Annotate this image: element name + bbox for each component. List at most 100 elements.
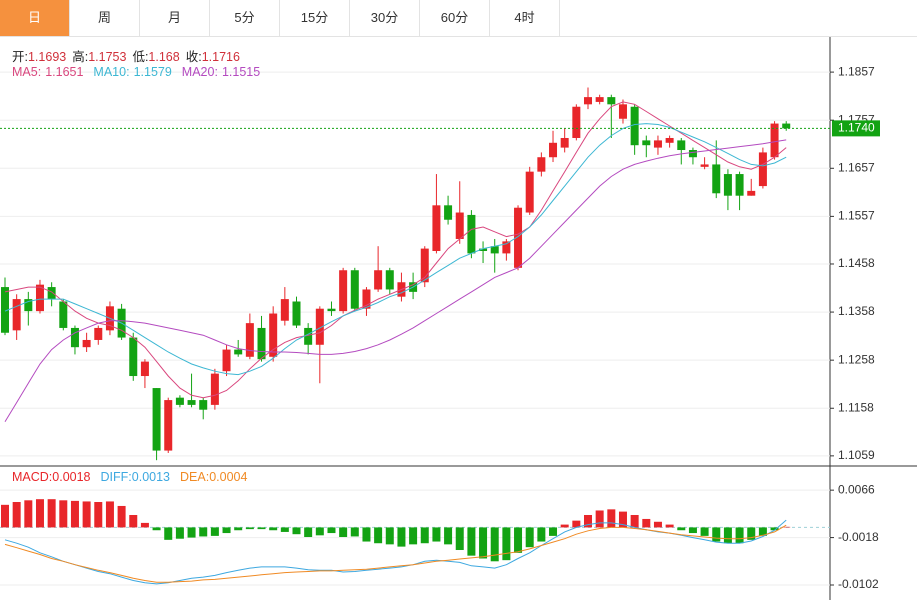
candle-body bbox=[12, 299, 21, 331]
candle-body bbox=[385, 270, 394, 290]
candle-body bbox=[199, 400, 208, 410]
candle-body bbox=[175, 397, 184, 405]
macd-bar bbox=[327, 527, 336, 534]
legend-label: DEA: bbox=[180, 470, 210, 484]
candle-body bbox=[59, 301, 68, 328]
candle-body bbox=[82, 339, 91, 348]
macd-legend: MACD:0.0018 DIFF:0.0013 DEA:0.0004 bbox=[12, 470, 257, 484]
candle-body bbox=[129, 337, 138, 377]
period-tab[interactable]: 60分 bbox=[420, 0, 490, 36]
macd-bar bbox=[665, 524, 674, 528]
candle-body bbox=[304, 327, 313, 345]
legend-label: MA10: bbox=[93, 65, 130, 79]
macd-bar bbox=[572, 520, 581, 528]
period-tab[interactable]: 15分 bbox=[280, 0, 350, 36]
macd-bar bbox=[105, 501, 114, 528]
macd-bar bbox=[257, 527, 266, 530]
candle-body bbox=[327, 308, 336, 312]
macd-bar bbox=[514, 527, 523, 553]
macd-bar bbox=[315, 527, 324, 536]
macd-bar bbox=[549, 527, 558, 536]
period-tab[interactable]: 日 bbox=[0, 0, 70, 36]
macd-bar bbox=[502, 527, 511, 561]
y-tick-label: 1.1059 bbox=[838, 448, 875, 462]
period-tab[interactable]: 5分 bbox=[210, 0, 280, 36]
period-tab[interactable]: 周 bbox=[70, 0, 140, 36]
ma-line bbox=[4, 123, 787, 376]
macd-bar bbox=[269, 527, 278, 531]
period-tab[interactable]: 月 bbox=[140, 0, 210, 36]
macd-bar bbox=[618, 511, 627, 528]
candle-body bbox=[164, 400, 173, 451]
macd-bar bbox=[304, 527, 313, 538]
legend-value: 1.1651 bbox=[45, 65, 84, 79]
candle-body bbox=[374, 270, 383, 290]
macd-bar bbox=[374, 527, 383, 544]
candle-body bbox=[747, 190, 756, 196]
candle-body bbox=[630, 106, 639, 146]
macd-bar bbox=[152, 527, 161, 531]
macd-bar bbox=[770, 527, 779, 531]
macd-bar bbox=[47, 499, 56, 528]
macd-bar bbox=[129, 514, 138, 528]
candle-body bbox=[467, 214, 476, 254]
candle-body bbox=[735, 174, 744, 196]
macd-bar bbox=[409, 527, 418, 545]
ma-legend: MA5: 1.1651 MA10: 1.1579 MA20: 1.1515 bbox=[12, 65, 270, 79]
quote-label: 收: bbox=[185, 50, 202, 64]
macd-bar bbox=[117, 505, 126, 528]
macd-bar bbox=[700, 527, 709, 536]
legend-value: 0.0004 bbox=[209, 470, 248, 484]
legend-value: 1.1515 bbox=[221, 65, 261, 79]
candle-body bbox=[280, 299, 289, 321]
period-tab[interactable]: 30分 bbox=[350, 0, 420, 36]
macd-line bbox=[4, 524, 787, 583]
y-tick-label: -0.0018 bbox=[838, 530, 879, 544]
macd-bar bbox=[537, 527, 546, 542]
macd-bar bbox=[479, 527, 488, 559]
candle-body bbox=[245, 323, 254, 357]
candle-body bbox=[607, 97, 616, 105]
candle-body bbox=[444, 205, 453, 220]
candle-body bbox=[782, 123, 791, 129]
candle-body bbox=[362, 289, 371, 309]
candle-body bbox=[70, 327, 79, 348]
macd-bar bbox=[280, 527, 289, 532]
macd-bar bbox=[723, 527, 732, 544]
macd-bar bbox=[653, 521, 662, 528]
candle-body bbox=[24, 299, 33, 312]
candle-body bbox=[665, 137, 674, 143]
legend-label: MA20: bbox=[181, 65, 218, 79]
macd-bar bbox=[199, 527, 208, 537]
macd-bar bbox=[222, 527, 231, 534]
legend-label: MACD: bbox=[12, 470, 53, 484]
legend-value: 0.0013 bbox=[131, 470, 170, 484]
quote-value: 1.168 bbox=[148, 50, 180, 64]
y-tick-label: 1.1857 bbox=[838, 64, 875, 78]
macd-bar bbox=[94, 502, 103, 528]
candle-body bbox=[292, 301, 301, 326]
macd-bar bbox=[292, 527, 301, 535]
last-price-label: 1.1740 bbox=[838, 121, 875, 135]
y-tick-label: -0.0102 bbox=[838, 577, 879, 591]
candle-body bbox=[549, 142, 558, 158]
macd-bar bbox=[455, 527, 464, 551]
y-tick-label: 1.1657 bbox=[838, 160, 875, 174]
quote-label: 高: bbox=[72, 50, 89, 64]
candle-body bbox=[455, 212, 464, 239]
macd-bar bbox=[444, 527, 453, 545]
macd-bar bbox=[735, 527, 744, 544]
macd-bar bbox=[339, 527, 348, 538]
period-tab[interactable]: 4时 bbox=[490, 0, 560, 36]
period-tabs: 日周月 5分 15分 30分 60分 4时 bbox=[0, 0, 917, 37]
macd-bar bbox=[175, 527, 184, 539]
macd-bar bbox=[245, 527, 254, 530]
legend-value: 1.1579 bbox=[133, 65, 172, 79]
candle-body bbox=[339, 270, 348, 312]
macd-bar bbox=[420, 527, 429, 544]
candle-body bbox=[257, 327, 266, 360]
macd-bar bbox=[688, 527, 697, 534]
y-tick-label: 1.1158 bbox=[838, 400, 874, 414]
candle-body bbox=[350, 270, 359, 309]
